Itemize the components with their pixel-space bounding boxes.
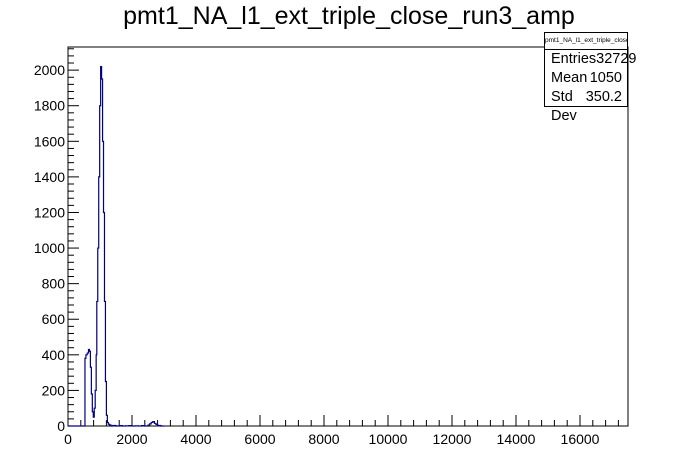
x-tick-label: 0 [64,431,72,447]
stats-row-entries: Entries 32729 [545,50,636,69]
x-tick-label: 8000 [308,431,339,447]
x-tick-label: 10000 [369,431,408,447]
y-tick-label: 0 [57,418,65,434]
y-tick-label: 2000 [34,62,65,78]
x-tick-label: 4000 [180,431,211,447]
stats-value: 350.2 [585,89,622,105]
stats-label: Std Dev [551,89,577,124]
stats-box: pmt1_NA_l1_ext_triple_close_run3_amp Ent… [544,32,636,124]
x-tick-label: 12000 [433,431,472,447]
y-tick-label: 1600 [34,133,65,149]
chart-title: pmt1_NA_l1_ext_triple_close_run3_amp [123,2,575,30]
x-tick-label: 14000 [497,431,536,447]
stats-label: Mean [551,70,588,86]
stats-row-mean: Mean 1050 [545,69,627,88]
y-tick-label: 1400 [34,169,65,185]
y-tick-label: 400 [42,347,66,363]
stats-label: Entries [551,51,597,67]
y-tick-label: 1800 [34,98,65,114]
x-tick-label: 16000 [561,431,600,447]
x-tick-label: 6000 [244,431,275,447]
x-tick-label: 2000 [116,431,147,447]
plot-frame [67,46,629,427]
y-tick-label: 200 [42,382,66,398]
y-tick-label: 800 [42,276,66,292]
histogram-line [68,65,164,427]
stats-value: 1050 [589,70,622,86]
stats-box-title: pmt1_NA_l1_ext_triple_close_run3_amp [545,33,627,50]
stats-row-stddev: Std Dev 350.2 [545,88,627,124]
y-tick-label: 1200 [34,204,65,220]
stats-value: 32729 [596,51,637,67]
y-tick-label: 1000 [34,240,65,256]
y-tick-label: 600 [42,311,66,327]
